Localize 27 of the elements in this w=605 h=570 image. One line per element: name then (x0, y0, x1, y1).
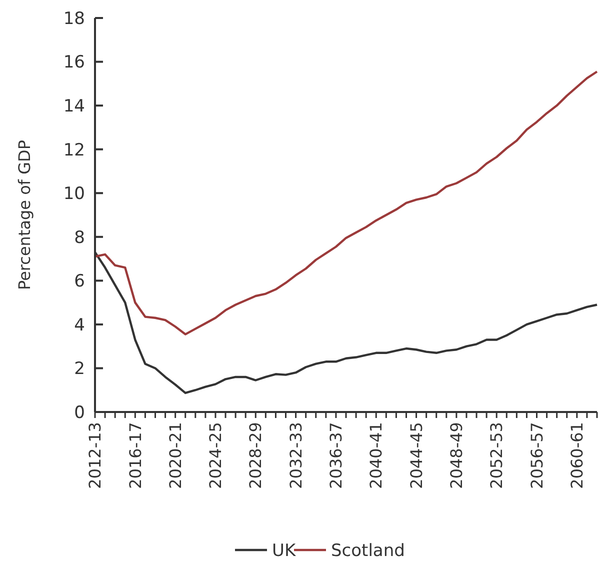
x-tick-label: 2020-21 (166, 422, 185, 489)
x-tick-label: 2016-17 (126, 422, 145, 489)
y-tick-label: 18 (63, 8, 85, 29)
line-series (94, 70, 598, 336)
x-tick-label: 2028-29 (246, 422, 266, 489)
y-tick-label: 10 (63, 184, 85, 204)
x-tick-label: 2032-33 (286, 422, 306, 489)
x-tick-label: 2012-13 (86, 422, 105, 489)
x-tick-label: 2040-41 (366, 422, 386, 489)
y-tick-label: 16 (63, 52, 85, 73)
y-tick-label: 12 (63, 140, 85, 160)
legend-label: Scotland (331, 540, 405, 561)
x-tick-label: 2052-53 (487, 422, 506, 489)
x-tick-label: 2036-37 (326, 422, 346, 489)
legend-label: UK (272, 540, 296, 561)
y-tick-label: 2 (74, 359, 85, 380)
x-tick-label: 2060-61 (568, 422, 587, 489)
x-tick-label: 2056-57 (527, 422, 546, 489)
y-tick-label: 8 (74, 228, 85, 248)
x-tick-label: 2044-45 (406, 422, 426, 489)
x-tick-label: 2024-25 (206, 422, 226, 489)
y-axis-title: Percentage of GDP (15, 140, 34, 290)
y-tick-label: 6 (74, 272, 85, 292)
x-tick-label: 2048-49 (447, 422, 466, 489)
y-tick-label: 4 (74, 315, 85, 336)
y-tick-label: 14 (63, 96, 85, 117)
y-tick-label: 0 (74, 402, 85, 423)
